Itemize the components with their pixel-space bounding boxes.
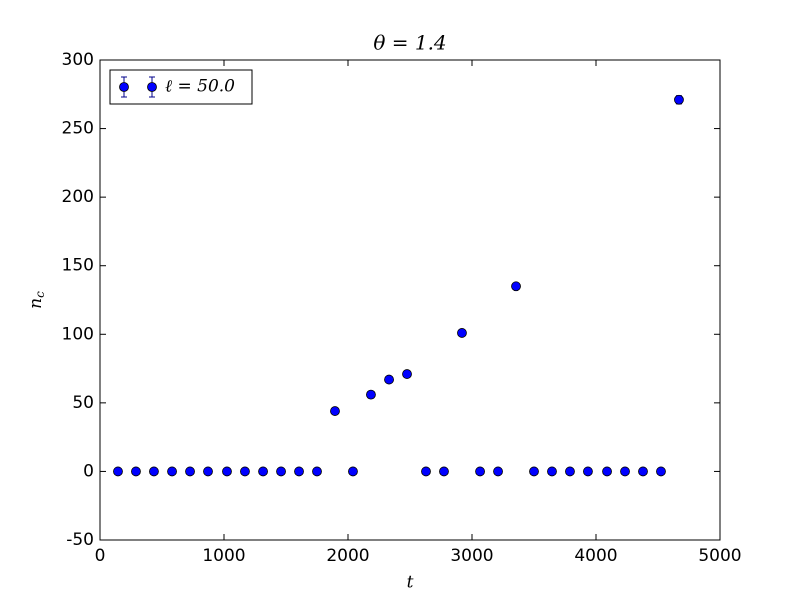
point — [149, 466, 159, 477]
point — [384, 374, 394, 385]
x-tick-label: 3000 — [450, 546, 493, 566]
legend-marker — [147, 76, 157, 98]
y-tick-label: 300 — [62, 50, 94, 70]
y-label-sub: c — [33, 291, 47, 298]
chart-title: θ = 1.4 — [373, 31, 446, 55]
x-tick-label: 1000 — [202, 546, 245, 566]
y-tick-label: 250 — [62, 119, 94, 139]
point — [366, 389, 376, 400]
legend-dot — [147, 82, 157, 92]
point — [402, 369, 412, 379]
x-tick-label: 2000 — [326, 546, 369, 566]
point — [222, 466, 232, 477]
point — [240, 466, 250, 477]
x-tick-label: 0 — [95, 546, 106, 566]
legend-box — [109, 69, 253, 105]
y-tick-label: 200 — [62, 187, 94, 207]
point — [167, 466, 177, 477]
legend-label: ℓ = 50.0 — [165, 77, 235, 97]
point — [258, 466, 268, 477]
point — [583, 466, 593, 477]
y-tick-label: 100 — [62, 324, 94, 344]
legend-dot — [119, 82, 129, 92]
point — [529, 466, 539, 477]
point — [312, 466, 322, 477]
point — [439, 466, 449, 477]
plot-frame — [99, 59, 721, 541]
y-tick-label: 50 — [72, 393, 94, 413]
y-axis-label: nc — [26, 291, 47, 309]
point — [602, 466, 612, 477]
point — [475, 466, 485, 477]
point — [547, 466, 557, 477]
point — [131, 466, 141, 477]
point — [674, 94, 684, 105]
point — [493, 466, 503, 477]
point — [620, 466, 630, 477]
y-tick-label: 0 — [83, 461, 94, 481]
point — [113, 466, 123, 477]
x-axis-label: t — [407, 573, 414, 593]
point — [203, 466, 213, 477]
point — [348, 466, 358, 477]
point — [421, 466, 431, 477]
point — [511, 281, 521, 292]
x-tick-label: 5000 — [698, 546, 741, 566]
point — [638, 466, 648, 477]
x-tick-label: 4000 — [574, 546, 617, 566]
point — [276, 466, 286, 477]
point — [457, 328, 467, 338]
point — [565, 466, 575, 477]
y-tick-label: 150 — [62, 256, 94, 276]
y-tick-label: -50 — [66, 530, 94, 550]
point — [294, 466, 304, 477]
point — [185, 466, 195, 477]
legend-marker — [119, 76, 129, 98]
y-label-main: n — [26, 298, 46, 309]
point — [656, 466, 666, 477]
point — [330, 406, 340, 416]
